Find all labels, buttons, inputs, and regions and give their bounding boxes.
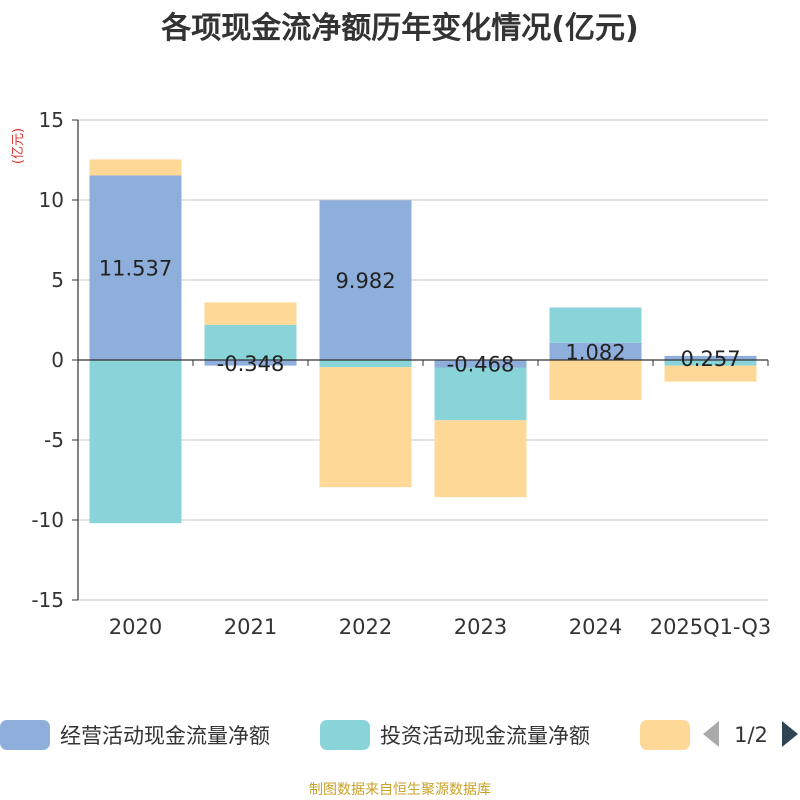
data-label-2025Q1-Q3: 0.257 bbox=[680, 347, 740, 371]
data-label-2023: -0.468 bbox=[447, 353, 515, 377]
bar-investing-2020 bbox=[89, 360, 182, 524]
y-tick-label: 5 bbox=[51, 268, 64, 292]
chart-title: 各项现金流净额历年变化情况(亿元) bbox=[160, 11, 638, 46]
legend-swatch-2 bbox=[640, 720, 690, 750]
x-tick-label-2023: 2023 bbox=[454, 615, 507, 639]
y-tick-label: -15 bbox=[31, 588, 64, 612]
bar-operating-2022 bbox=[319, 200, 412, 360]
y-axis-unit: (亿元) bbox=[11, 128, 26, 164]
bar-operating-2020 bbox=[89, 175, 182, 360]
legend-label-0: 经营活动现金流量净额 bbox=[60, 724, 270, 748]
bar-financing-2025Q1-Q3 bbox=[664, 365, 757, 382]
bar-operating-2024 bbox=[549, 342, 642, 360]
legend-label-1: 投资活动现金流量净额 bbox=[380, 724, 590, 748]
y-tick-label: -10 bbox=[31, 508, 64, 532]
bar-operating-2023 bbox=[434, 360, 527, 368]
x-tick-label-2020: 2020 bbox=[109, 615, 162, 639]
bar-investing-2024 bbox=[549, 307, 642, 343]
bar-financing-2022 bbox=[319, 367, 412, 488]
x-tick-label-2024: 2024 bbox=[569, 615, 622, 639]
bar-financing-2024 bbox=[549, 360, 642, 400]
legend-swatch-0 bbox=[0, 720, 50, 750]
x-tick-label-2021: 2021 bbox=[224, 615, 277, 639]
bar-investing-2022 bbox=[319, 360, 412, 368]
bar-financing-2020 bbox=[89, 159, 182, 176]
bar-investing-2025Q1-Q3 bbox=[664, 360, 757, 366]
y-tick-label: -5 bbox=[44, 428, 64, 452]
legend-prev-icon bbox=[703, 721, 719, 747]
bar-investing-2021 bbox=[204, 324, 297, 360]
legend-next-icon bbox=[782, 721, 798, 747]
data-label-2022: 9.982 bbox=[335, 269, 395, 293]
bar-operating-2021 bbox=[204, 360, 297, 366]
x-tick-label-2025Q1-Q3: 2025Q1-Q3 bbox=[650, 615, 772, 639]
data-label-2020: 11.537 bbox=[99, 257, 172, 281]
bar-investing-2023 bbox=[434, 367, 527, 421]
y-tick-label: 10 bbox=[39, 188, 64, 212]
bar-operating-2025Q1-Q3 bbox=[664, 355, 757, 360]
bar-financing-2021 bbox=[204, 302, 297, 325]
y-tick-label: 0 bbox=[51, 348, 64, 372]
x-tick-label-2022: 2022 bbox=[339, 615, 392, 639]
source-footer: 制图数据来自恒生聚源数据库 bbox=[309, 782, 491, 798]
data-label-2024: 1.082 bbox=[565, 340, 625, 364]
y-tick-label: 15 bbox=[39, 108, 64, 132]
bar-financing-2023 bbox=[434, 420, 527, 498]
data-label-2021: -0.348 bbox=[217, 352, 285, 376]
legend-swatch-1 bbox=[320, 720, 370, 750]
legend-page-indicator: 1/2 bbox=[734, 723, 768, 747]
